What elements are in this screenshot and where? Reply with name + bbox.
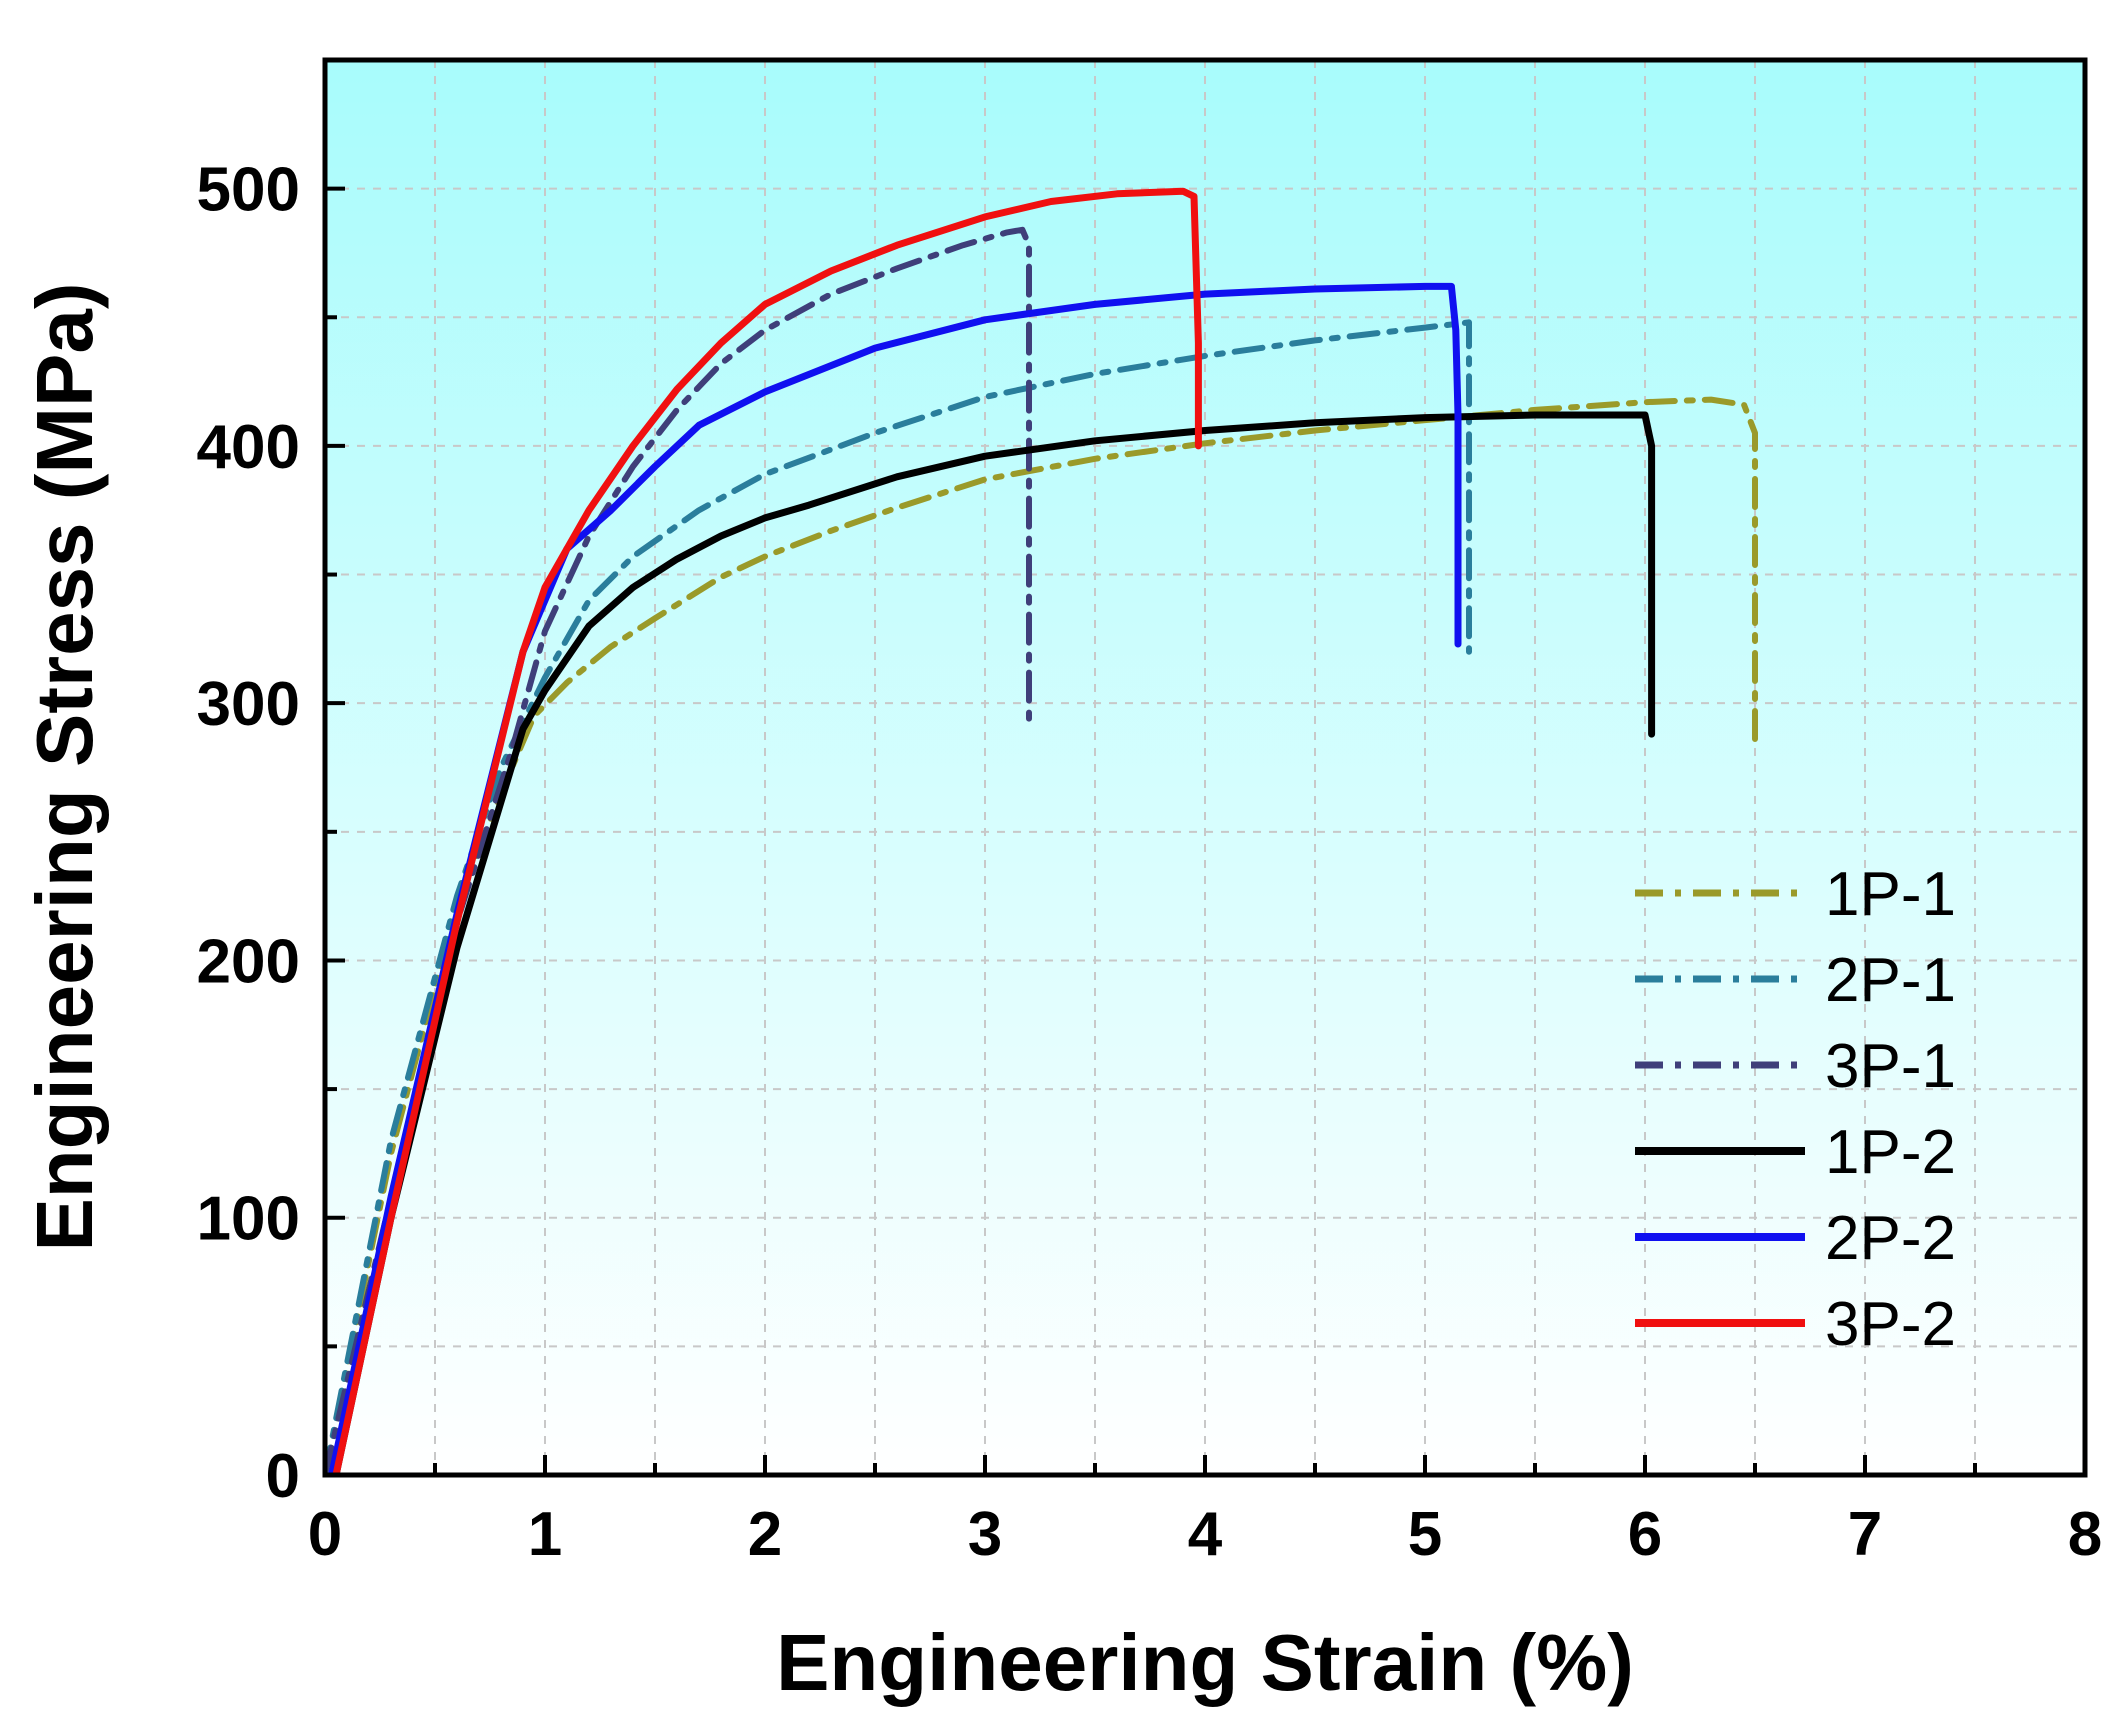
- series-line-1p-2: [332, 411, 1656, 1475]
- legend-label-3p-2: 3P-2: [1825, 1290, 1956, 1359]
- tick-labels: 0 1 2 3 4 5 6 7 8 0 100 200 300 400 500: [197, 156, 2103, 1569]
- series-line-3p-2: [332, 187, 1202, 1475]
- y-tick-label: 200: [197, 927, 300, 996]
- series-line-1p-1: [325, 396, 1758, 1475]
- x-tick-label: 0: [308, 1500, 342, 1569]
- y-tick-label: 300: [197, 670, 300, 739]
- x-axis-title: Engineering Strain (%): [776, 1618, 1634, 1707]
- legend-label-2p-2: 2P-2: [1825, 1204, 1956, 1273]
- y-axis-title: Engineering Stress (MPa): [20, 282, 109, 1251]
- x-tick-label: 5: [1408, 1500, 1442, 1569]
- y-tick-label: 0: [266, 1442, 300, 1511]
- axis-ticks: [323, 58, 2087, 1477]
- x-tick-label: 1: [528, 1500, 562, 1569]
- x-tick-label: 6: [1628, 1500, 1662, 1569]
- legend-label-2p-1: 2P-1: [1825, 946, 1956, 1015]
- y-tick-label: 400: [197, 413, 300, 482]
- legend: 1P-1 2P-1 3P-1 1P-2 2P-2 3P-2: [1635, 860, 1956, 1359]
- y-tick-label: 100: [197, 1185, 300, 1254]
- x-tick-label: 7: [1848, 1500, 1882, 1569]
- legend-label-3p-1: 3P-1: [1825, 1032, 1956, 1101]
- x-tick-label: 4: [1188, 1500, 1223, 1569]
- grid-lines: [325, 60, 2085, 1475]
- legend-label-1p-1: 1P-1: [1825, 860, 1956, 929]
- series-line-3p-1: [325, 226, 1032, 1475]
- series-lines: [325, 187, 1758, 1475]
- y-tick-label: 500: [197, 156, 300, 225]
- x-tick-label: 2: [748, 1500, 782, 1569]
- legend-label-1p-2: 1P-2: [1825, 1118, 1956, 1187]
- x-tick-label: 3: [968, 1500, 1002, 1569]
- x-tick-label: 8: [2068, 1500, 2102, 1569]
